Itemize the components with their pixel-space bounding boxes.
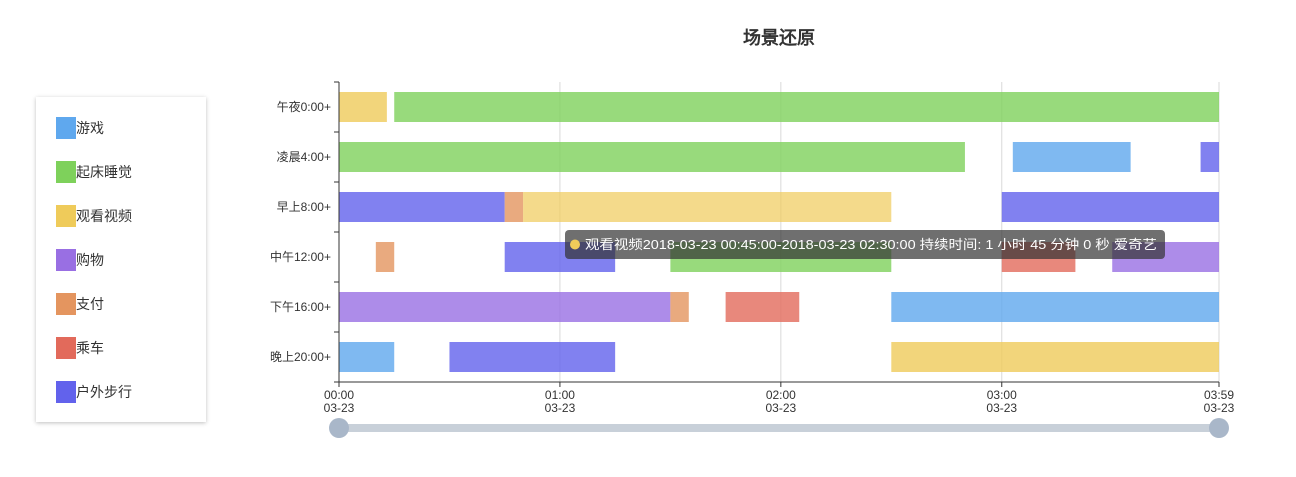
- legend-swatch: [56, 205, 76, 227]
- x-tick-date: 03-23: [545, 401, 576, 415]
- legend-label: 游戏: [76, 120, 104, 136]
- legend-swatch: [56, 161, 76, 183]
- timeline-bar[interactable]: [1001, 192, 1219, 222]
- data-zoom-slider[interactable]: [329, 418, 1229, 438]
- legend-label: 购物: [76, 252, 104, 268]
- legend: 游戏起床睡觉观看视频购物支付乘车户外步行: [36, 97, 206, 422]
- tooltip-text: 观看视频2018-03-23 00:45:00-2018-03-23 02:30…: [585, 237, 1157, 252]
- legend-item[interactable]: 起床睡觉: [36, 161, 206, 205]
- timeline-bar[interactable]: [339, 342, 395, 372]
- legend-swatch: [56, 293, 76, 315]
- y-tick-label: 早上8:00+: [277, 200, 331, 214]
- x-tick-date: 03-23: [324, 401, 355, 415]
- legend-label: 观看视频: [76, 208, 132, 224]
- zoom-track[interactable]: [339, 424, 1219, 432]
- legend-item[interactable]: 游戏: [36, 117, 206, 161]
- tooltip-box: [565, 230, 1165, 259]
- y-tick-label: 下午16:00+: [270, 300, 331, 314]
- y-tick-label: 晚上20:00+: [270, 350, 331, 364]
- tooltip-marker: [570, 239, 580, 250]
- timeline-bar[interactable]: [891, 342, 1219, 372]
- x-tick-date: 03-23: [986, 401, 1017, 415]
- x-tick-time: 03:59: [1204, 388, 1234, 402]
- legend-item[interactable]: 购物: [36, 249, 206, 293]
- legend-item[interactable]: 乘车: [36, 337, 206, 381]
- timeline-bar[interactable]: [339, 192, 505, 222]
- legend-item[interactable]: 户外步行: [36, 381, 206, 425]
- timeline-bar[interactable]: [1012, 142, 1131, 172]
- y-tick-label: 中午12:00+: [270, 249, 331, 264]
- timeline-bar[interactable]: [725, 292, 800, 322]
- timeline-bar[interactable]: [449, 342, 616, 372]
- y-tick-label: 午夜0:00+: [277, 99, 331, 114]
- tooltip: 观看视频2018-03-23 00:45:00-2018-03-23 02:30…: [565, 230, 1165, 259]
- x-tick-date: 03-23: [765, 401, 796, 415]
- timeline-bar[interactable]: [394, 92, 1220, 122]
- timeline-bar[interactable]: [375, 242, 395, 272]
- timeline-bar[interactable]: [891, 292, 1219, 322]
- zoom-handle-left[interactable]: [329, 418, 349, 438]
- legend-label: 乘车: [76, 340, 104, 356]
- legend-swatch: [56, 337, 76, 359]
- axes: 午夜0:00+ 凌晨4:00+ 早上8:00+ 中午12:00+ 下午16:00+ 晚上2…: [270, 81, 1235, 415]
- timeline-bar[interactable]: [670, 292, 689, 322]
- legend-label: 起床睡觉: [76, 164, 132, 180]
- y-tick-label: 凌晨4:00+: [277, 150, 331, 164]
- legend-swatch: [56, 381, 76, 403]
- timeline-bar[interactable]: [1200, 142, 1219, 172]
- x-tick-time: 03:00: [987, 388, 1017, 402]
- x-tick-time: 01:00: [545, 388, 575, 402]
- legend-item[interactable]: 观看视频: [36, 205, 206, 249]
- x-tick-date: 03-23: [1204, 401, 1235, 415]
- timeline-bar[interactable]: [339, 142, 965, 172]
- x-tick-time: 00:00: [324, 388, 354, 402]
- timeline-bar[interactable]: [523, 192, 892, 222]
- legend-item[interactable]: 支付: [36, 293, 206, 337]
- x-tick-time: 02:00: [766, 388, 796, 402]
- legend-label: 户外步行: [76, 384, 132, 400]
- legend-label: 支付: [76, 296, 104, 312]
- zoom-handle-right[interactable]: [1209, 418, 1229, 438]
- legend-swatch: [56, 117, 76, 139]
- timeline-bar[interactable]: [339, 92, 387, 122]
- timeline-bar[interactable]: [339, 292, 671, 322]
- legend-swatch: [56, 249, 76, 271]
- chart-title: 场景还原: [743, 28, 815, 48]
- timeline-bar[interactable]: [504, 192, 524, 222]
